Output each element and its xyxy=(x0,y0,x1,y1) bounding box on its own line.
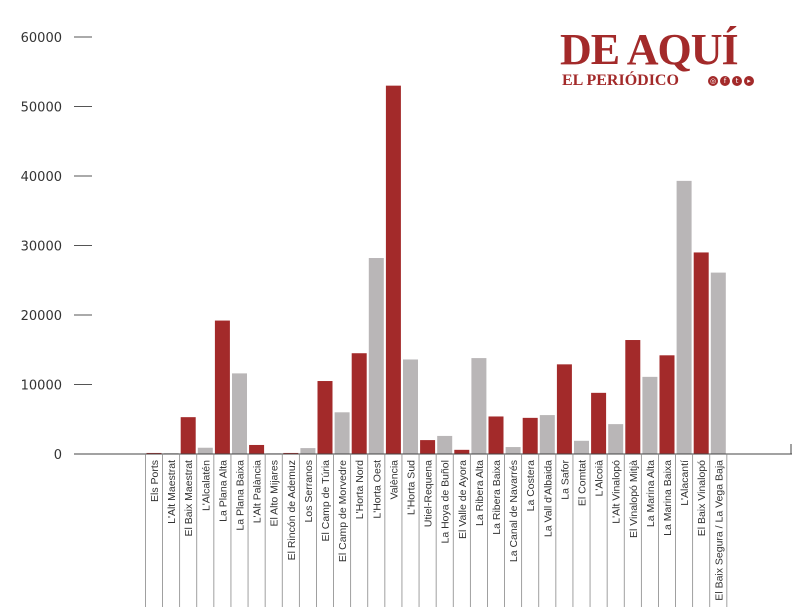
x-tick-label: El Alto Mijares xyxy=(269,460,281,527)
bar xyxy=(676,180,692,455)
x-tick-label: La Safor xyxy=(559,460,571,500)
x-axis xyxy=(74,444,792,455)
x-tick-label: L'Alt Maestrat xyxy=(166,460,178,524)
bar xyxy=(488,416,504,454)
y-tick-label: 30000 xyxy=(21,240,62,255)
y-tick-label: 10000 xyxy=(21,379,62,394)
bar xyxy=(471,358,487,454)
x-tick-label: El Comtat xyxy=(577,460,589,506)
x-tick-label: L'Alcalatén xyxy=(200,460,212,511)
bar xyxy=(283,452,299,454)
bar xyxy=(249,444,265,454)
twitter-icon: t xyxy=(732,76,742,86)
x-tick-label: València xyxy=(388,460,400,500)
bar xyxy=(505,447,521,454)
youtube-icon: ▸ xyxy=(744,76,754,86)
bar xyxy=(625,340,641,454)
y-tick-label: 50000 xyxy=(21,101,62,116)
y-tick-label: 60000 xyxy=(21,31,62,46)
x-tick-label: L'Alt Vinalopó xyxy=(611,460,623,524)
bar xyxy=(214,320,230,454)
logo-subtitle: EL PERIÓDICO xyxy=(562,72,679,89)
y-tick-label: 20000 xyxy=(21,309,62,324)
x-tick-label: La Ribera Baixa xyxy=(491,460,503,535)
x-tick-label: El Vinalopó Mitjà xyxy=(628,460,640,538)
category-labels: Els Ports L'Alt Maestrat El Baix Maestrat L… xyxy=(145,454,728,607)
x-tick-label: La Plana Baixa xyxy=(235,460,247,531)
y-tick-label: 0 xyxy=(54,448,62,463)
bar xyxy=(454,449,470,454)
x-tick-label: L'Alacantí xyxy=(679,460,691,506)
x-tick-label: L'Alt Palància xyxy=(252,460,264,523)
bar xyxy=(334,412,350,454)
bar xyxy=(522,417,538,454)
social-icons: ◎ f t ▸ xyxy=(708,76,754,86)
x-tick-label: L'Horta Nord xyxy=(354,460,366,519)
x-tick-label: La Marina Baixa xyxy=(662,460,674,536)
bars-group xyxy=(146,85,726,455)
x-tick-label: La Plana Alta xyxy=(217,460,229,522)
bar xyxy=(385,85,401,455)
bar xyxy=(693,252,709,454)
bar xyxy=(232,373,247,454)
bar xyxy=(539,415,555,454)
bar xyxy=(368,258,384,454)
bar xyxy=(351,353,367,454)
x-tick-label: El Camp de Túria xyxy=(320,460,332,542)
bar xyxy=(197,447,213,454)
bar xyxy=(556,364,572,454)
x-tick-label: El Baix Vinalopó xyxy=(696,460,708,536)
x-tick-label: Los Serranos xyxy=(303,460,315,522)
bar xyxy=(300,448,316,454)
x-tick-label: La Ribera Alta xyxy=(474,460,486,526)
y-tick-label: 40000 xyxy=(21,170,62,185)
x-tick-label: L'Horta Oest xyxy=(371,460,383,519)
x-tick-label: La Canal de Navarrés xyxy=(508,460,520,562)
x-tick-label: El Camp de Morvedre xyxy=(337,460,349,562)
bar xyxy=(574,440,589,454)
x-tick-label: El Baix Segura / La Vega Baja xyxy=(713,460,725,601)
bar xyxy=(403,359,418,454)
x-tick-label: L'Horta Sud xyxy=(406,460,418,515)
x-tick-label: El Baix Maestrat xyxy=(183,460,195,537)
x-tick-label: La Hoya de Buñol xyxy=(440,460,452,543)
bar xyxy=(608,424,624,454)
bar xyxy=(317,381,333,454)
x-tick-label: L'Alcoià xyxy=(594,460,606,497)
bar xyxy=(710,272,726,454)
x-tick-label: El Rincón de Ademuz xyxy=(286,460,298,560)
bar xyxy=(591,392,607,454)
y-axis: 0 10000 20000 30000 40000 50000 60000 xyxy=(21,31,92,463)
bar xyxy=(180,417,196,454)
bar xyxy=(659,355,675,454)
logo-title: DE AQUÍ xyxy=(560,25,739,74)
logo: DE AQUÍ EL PERIÓDICO ◎ f t ▸ xyxy=(560,28,760,98)
bar xyxy=(420,440,436,454)
bar xyxy=(642,376,658,454)
bar xyxy=(146,452,162,454)
x-tick-label: El Valle de Ayora xyxy=(457,460,469,539)
x-tick-label: La Marina Alta xyxy=(645,460,657,527)
bar xyxy=(437,435,453,454)
facebook-icon: f xyxy=(720,76,730,86)
x-tick-label: La Costera xyxy=(525,460,537,512)
x-tick-label: Utiel-Requena xyxy=(423,460,435,527)
instagram-icon: ◎ xyxy=(708,76,718,86)
x-tick-label: La Vall d'Albaida xyxy=(542,460,554,537)
x-tick-label: Els Ports xyxy=(149,460,161,502)
